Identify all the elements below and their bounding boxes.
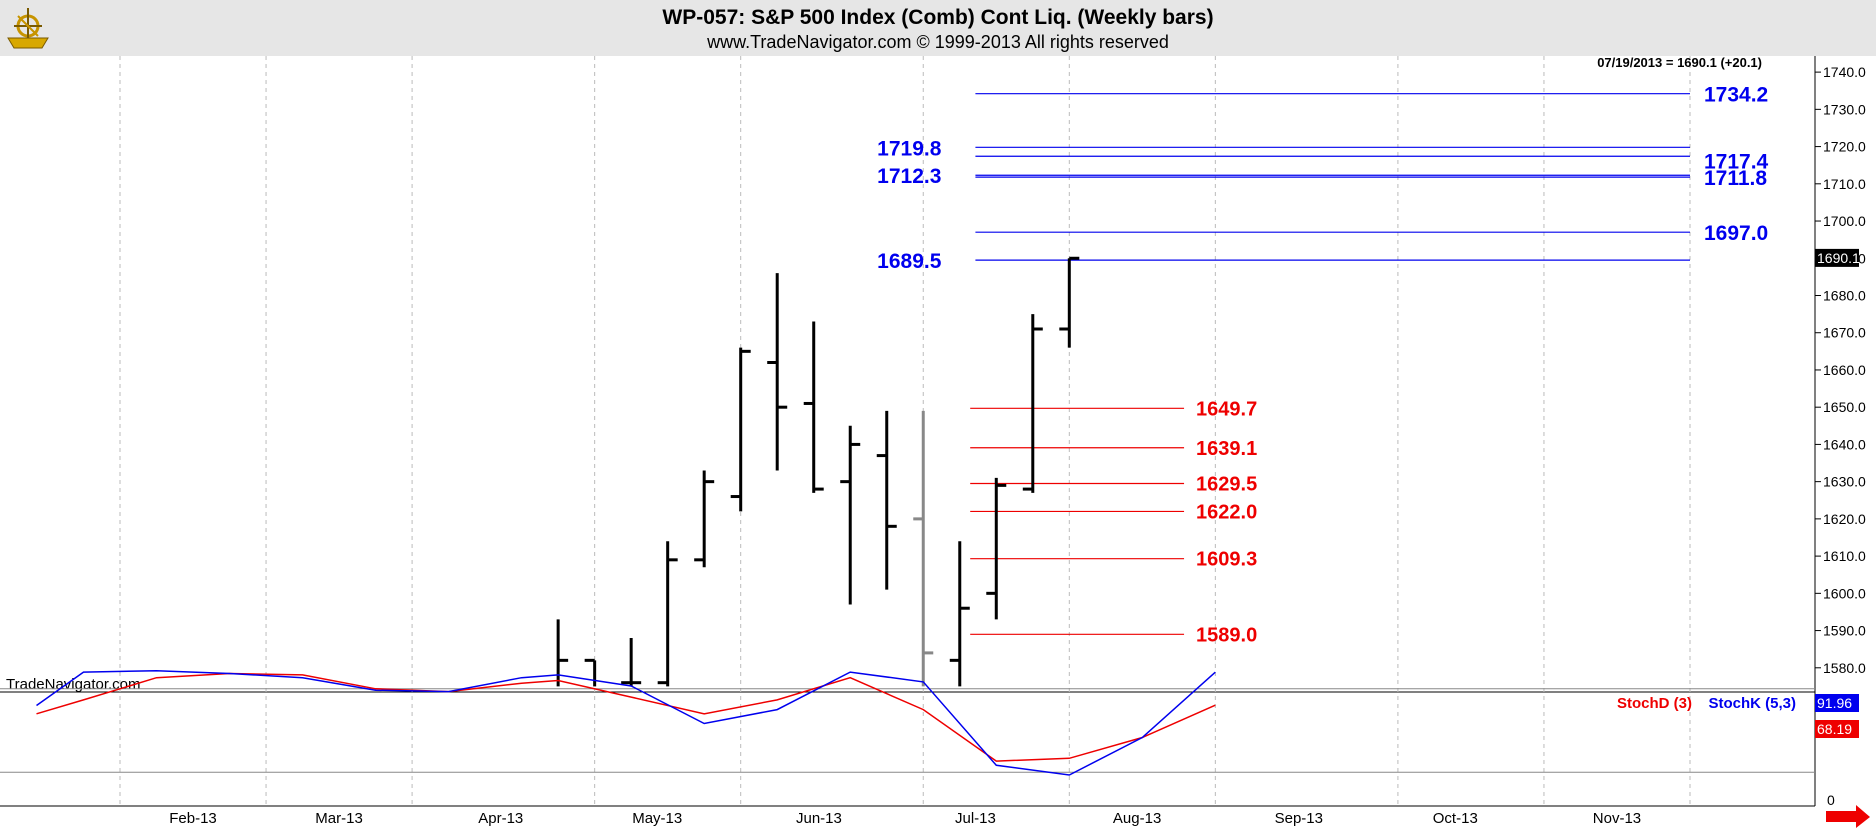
price-tick-label: 1590.0 [1823,623,1866,639]
ohlc-bar [584,658,597,687]
blue-level-label: 1717.4 [1704,150,1769,173]
price-tick-label: 1720.0 [1823,139,1866,155]
ohlc-bar [621,638,642,687]
price-tick-label: 1740.0 [1823,64,1866,80]
ohlc-bar [767,273,788,471]
blue-level-label: 1719.8 [877,137,942,160]
ohlc-bar [657,541,678,687]
blue-levels: 1734.2 1719.8 1717.4 1712.3 1711.8 1697.0 1689… [877,84,1768,273]
x-axis-label: Mar-13 [315,810,363,827]
red-level-label: 1629.5 [1196,474,1257,496]
stoch-series-line [36,669,1216,776]
stoch-series-line [36,672,1216,762]
x-axis-label: Aug-13 [1113,810,1161,827]
red-level-label: 1622.0 [1196,501,1257,523]
chart-subtitle: www.TradeNavigator.com © 1999-2013 All r… [706,32,1169,52]
ohlc-bar [730,347,751,512]
stoch-d-value: 68.19 [1817,721,1852,737]
chart-title: WP-057: S&P 500 Index (Comb) Cont Liq. (… [662,6,1213,29]
ohlc-bar [876,410,897,590]
x-axis-label: Jun-13 [796,810,842,827]
x-axis-label: Nov-13 [1593,810,1641,827]
stoch-tick-label: 0 [1827,792,1835,808]
stoch-d-value-tag [1815,720,1859,738]
price-tick-label: 1600.0 [1823,585,1866,601]
x-axis: Feb-13 Mar-13 Apr-13 May-13 Jun-13 Jul-13 Aug-… [169,810,1641,827]
stoch-k-value-tag [1815,694,1859,712]
red-level-label: 1649.7 [1196,398,1257,420]
red-level-label: 1609.3 [1196,549,1257,571]
blue-level-label: 1711.8 [1704,167,1767,190]
x-axis-label: May-13 [632,810,682,827]
x-axis-label: Oct-13 [1433,810,1478,827]
last-price-info: 07/19/2013 = 1690.1 (+20.1) [1597,55,1762,70]
last-price-tag [1815,248,1859,267]
red-level-label: 1639.1 [1196,438,1257,460]
header-band [0,0,1876,56]
price-bars [556,256,1080,687]
ohlc-bar [803,321,824,493]
price-tick-label: 1580.0 [1823,660,1866,676]
ohlc-bar [1059,256,1080,348]
price-tick-label: 1730.0 [1823,101,1866,117]
blue-level-label: 1712.3 [877,165,941,188]
scroll-right-arrow-icon[interactable] [1826,805,1870,828]
price-tick-label: 1640.0 [1823,436,1866,452]
blue-level-label: 1697.0 [1704,222,1768,245]
ohlc-bar [694,470,715,568]
ohlc-bar [1022,314,1043,493]
blue-level-label: 1734.2 [1704,84,1768,107]
price-tick-label: 1700.0 [1823,213,1866,229]
stoch-d-legend: StochD (3) [1617,695,1692,712]
price-axis: 1580.0 1590.0 1600.0 1610.0 1620.0 1630.0 1640… [1815,64,1866,676]
price-tick-label: 1680.0 [1823,287,1866,303]
ohlc-bar [949,541,970,687]
price-tick-label: 1610.0 [1823,548,1866,564]
last-price-label: 1690.1 [1817,250,1860,266]
red-level-label: 1589.0 [1196,624,1257,646]
ohlc-bar [840,425,861,605]
price-tick-label: 1650.0 [1823,399,1866,415]
price-tick-label: 1670.0 [1823,325,1866,341]
stoch-k-value: 91.96 [1817,695,1852,711]
plot-area [0,56,1815,692]
ohlc-bar [986,477,1007,620]
price-tick-label: 1710.0 [1823,176,1866,192]
red-levels: 1649.7 1639.1 1629.5 1622.0 1609.3 1589.0 [970,398,1257,646]
x-axis-label: Sep-13 [1275,810,1323,827]
blue-level-label: 1689.5 [877,250,942,273]
stoch-k-legend: StochK (5,3) [1708,695,1796,712]
x-axis-label: Feb-13 [169,810,217,827]
price-tick-label: 1630.0 [1823,474,1866,490]
ohlc-bar [913,410,934,687]
x-axis-label: Apr-13 [478,810,523,827]
trade-navigator-logo [2,2,56,52]
price-tick-label: 1620.0 [1823,511,1866,527]
x-axis-label: Jul-13 [955,810,996,827]
price-tick-label: 1660.0 [1823,362,1866,378]
